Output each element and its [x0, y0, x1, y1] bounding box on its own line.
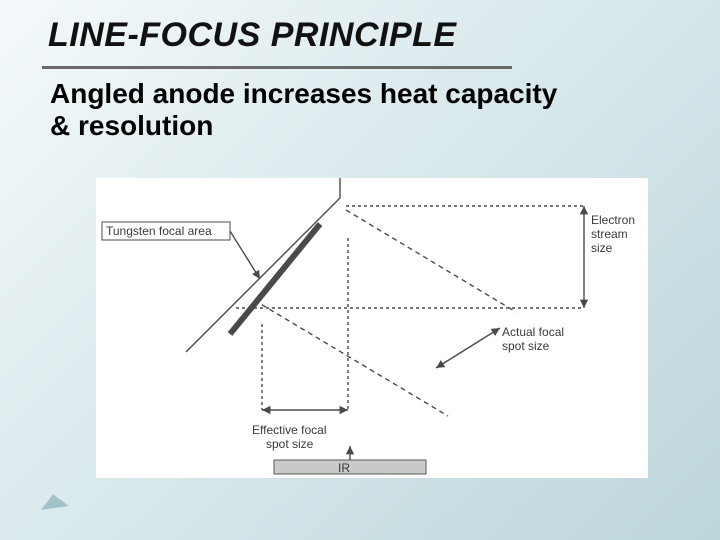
title-text: LINE-FOCUS PRINCIPLE	[48, 16, 457, 54]
subtitle: Angled anode increases heat capacity & r…	[50, 78, 557, 142]
electron-stream-label-2: stream	[591, 227, 628, 241]
title-underline	[42, 66, 512, 69]
electron-stream-label-1: Electron	[591, 213, 635, 227]
page-title: LINE-FOCUS PRINCIPLE	[48, 16, 457, 55]
effective-label-1: Effective focal	[252, 423, 326, 437]
slide: LINE-FOCUS PRINCIPLE Angled anode increa…	[0, 0, 720, 540]
subtitle-line1: Angled anode increases heat capacity	[50, 78, 557, 109]
actual-focal-guide-1	[346, 210, 516, 312]
anode-outline	[186, 178, 340, 352]
effective-label-2: spot size	[266, 437, 314, 451]
tungsten-arrow	[230, 231, 260, 279]
subtitle-line2: & resolution	[50, 110, 213, 141]
actual-focal-guide-2	[254, 300, 448, 416]
tungsten-focal-track	[230, 224, 320, 334]
actual-focal-label-1: Actual focal	[502, 325, 564, 339]
ir-label: IR	[338, 461, 350, 475]
slide-accent-icon	[39, 492, 69, 510]
tungsten-label: Tungsten focal area	[106, 224, 212, 238]
actual-focal-label-2: spot size	[502, 339, 550, 353]
line-focus-diagram: Tungsten focal area Electron stream size…	[96, 178, 648, 478]
electron-stream-label-3: size	[591, 241, 613, 255]
diagram-svg: Tungsten focal area Electron stream size…	[96, 178, 648, 478]
ir-plate	[274, 460, 426, 474]
actual-focal-arrow	[436, 328, 500, 368]
